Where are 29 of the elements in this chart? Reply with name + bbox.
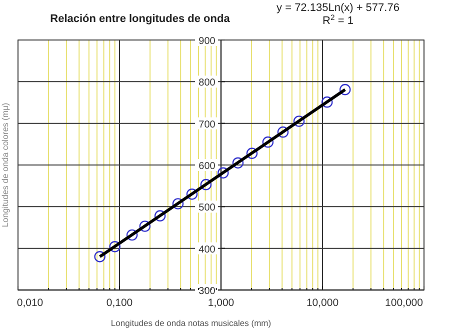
point (154, 210, 166, 222)
chart-title: Relación entre longitudes de onda (50, 13, 231, 25)
x-axis-title: Longitudes de onda notas musicales (mm) (110, 318, 272, 328)
text: R$^{2}$ = 1 (322, 12, 354, 27)
x-tick-label: 100,000 (385, 297, 424, 309)
x-tick-label: 1,000 (208, 297, 234, 309)
y-tick-label: 400 (198, 244, 216, 256)
y-tick-label: 500 (198, 202, 216, 214)
y-tick-label: 600 (198, 161, 216, 172)
point (94, 251, 106, 262)
point (232, 157, 244, 169)
x-tick-label: 10,000 (306, 297, 339, 309)
point (200, 178, 212, 190)
y-tick-label: 900 (198, 36, 216, 47)
point (277, 126, 289, 138)
y-tick-label: 800 (198, 78, 216, 89)
point (246, 148, 258, 159)
point (186, 188, 198, 200)
point (109, 241, 120, 252)
text: y = 72.135Ln(x) + 577.76 (276, 2, 400, 14)
point (139, 220, 151, 232)
point (218, 167, 229, 179)
y-tick-label: 700 (198, 119, 216, 130)
x-tick-label: 0,010 (16, 297, 44, 309)
y-axis-title: Longitudes de onda colores (mμ) (0, 102, 10, 228)
y-tick-label: 300 (198, 286, 216, 297)
x-tick-label: 0,100 (106, 297, 133, 309)
point (293, 116, 305, 127)
point (262, 136, 274, 148)
